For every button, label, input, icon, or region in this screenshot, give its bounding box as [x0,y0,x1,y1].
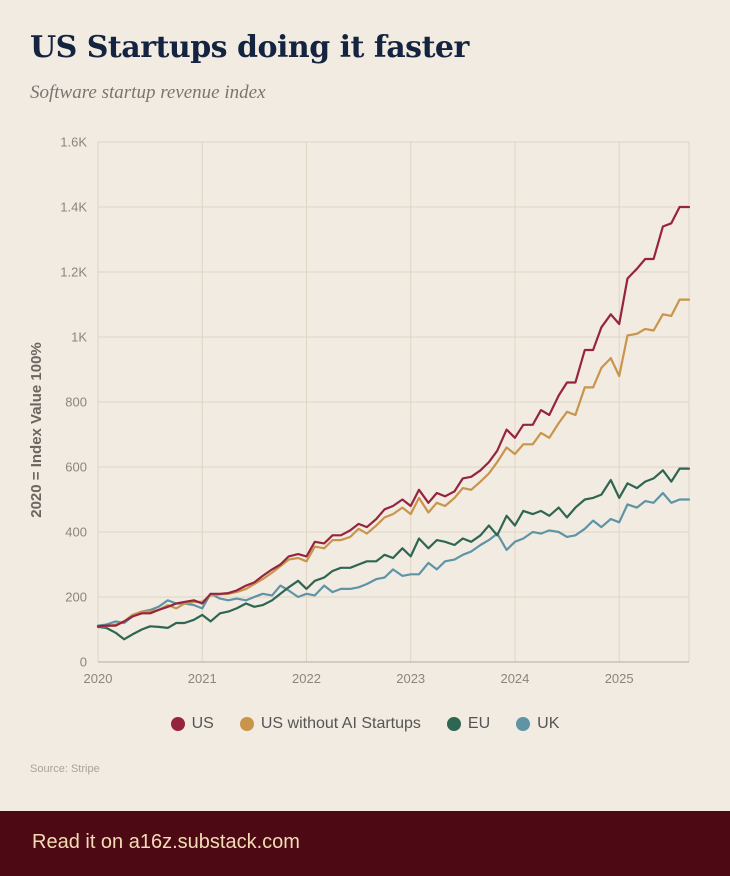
x-axis-ticks: 2020 2021 2022 2023 2024 2025 [84,671,634,686]
series-line-us-without-ai-startups [96,298,691,628]
grid-lines [97,141,690,663]
x-tick-label: 2022 [292,671,321,686]
y-axis-label: 2020 = Index Value 100% [28,342,45,518]
y-tick-label: 1.4K [60,200,87,215]
legend: US US without AI Startups EU UK [0,715,730,733]
y-tick-label: 1K [71,330,87,345]
line-chart: 0 200 400 600 800 1K 1.2K 1.4K 1.6K 2020 2021 2022… [28,135,691,686]
legend-label-eu: EU [467,715,491,732]
legend-item-us: US [170,715,214,733]
x-tick-label: 2020 [84,671,113,686]
legend-marker-eu [446,717,461,731]
legend-marker-us-without-ai [239,717,254,731]
y-axis-ticks: 0 200 400 600 800 1K 1.2K 1.4K 1.6K [60,135,87,670]
source-note: Source: Stripe [30,763,100,775]
y-tick-label: 0 [80,655,87,670]
y-tick-label: 1.6K [60,135,87,150]
series-lines [96,205,691,641]
chart-subtitle: Software startup revenue index [30,82,266,103]
x-tick-label: 2024 [500,671,529,686]
y-tick-label: 200 [65,590,87,605]
x-tick-label: 2025 [605,671,634,686]
footer-link[interactable]: Read it on a16z.substack.com [32,831,300,853]
footer-banner[interactable]: Read it on a16z.substack.com [0,811,730,876]
legend-item-uk: UK [516,715,559,733]
legend-label-uk: UK [537,715,560,732]
x-tick-label: 2021 [188,671,217,686]
legend-marker-us [170,717,185,731]
y-tick-label: 600 [65,460,87,475]
y-tick-label: 800 [65,395,87,410]
series-line-us [96,205,691,628]
series-line-eu [96,467,691,641]
x-tick-label: 2023 [396,671,425,686]
legend-label-us-without-ai: US without AI Startups [260,715,421,732]
legend-item-us-without-ai: US without AI Startups [239,715,421,733]
legend-item-eu: EU [446,715,491,733]
y-tick-label: 400 [65,525,87,540]
legend-label-us: US [191,715,214,732]
y-tick-label: 1.2K [60,265,87,280]
legend-marker-uk [516,717,531,731]
chart-title: US Startups doing it faster [30,30,469,65]
series-line-uk [96,491,691,627]
